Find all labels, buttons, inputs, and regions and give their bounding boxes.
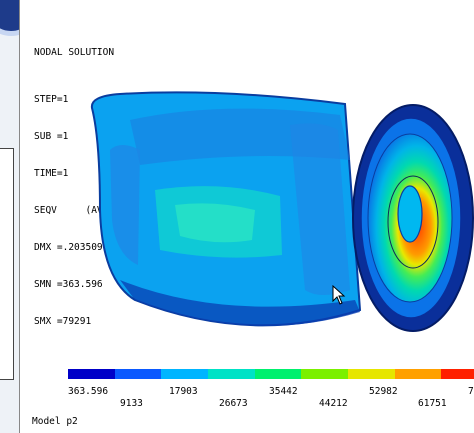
result-line-smx: SMX =79291 xyxy=(34,315,92,327)
legend-label-6: 52982 xyxy=(369,386,398,397)
legend-swatch-2 xyxy=(161,369,209,379)
left-side-panel xyxy=(0,148,14,380)
right-seam-shading xyxy=(290,123,350,295)
legend-label-3: 26673 xyxy=(219,398,248,409)
graphics-viewport[interactable]: NODAL SOLUTION STEP=1 SUB =1 TIME=1 SEQV… xyxy=(19,0,474,433)
stress-contour-model xyxy=(90,91,474,332)
legend-swatch-5 xyxy=(301,369,349,379)
result-line-dmx: DMX =.203509 xyxy=(34,242,103,254)
legend-label-7: 61751 xyxy=(418,398,447,409)
legend-label-5: 44212 xyxy=(319,398,348,409)
left-end-shading xyxy=(110,145,140,265)
legend-label-0: 363.596 xyxy=(68,386,109,397)
result-line-time: TIME=1 xyxy=(34,168,69,180)
legend-swatch-7 xyxy=(394,369,442,379)
legend-swatch-3 xyxy=(208,369,255,379)
legend-swatch-0 xyxy=(68,369,115,379)
bore-hole xyxy=(397,185,423,243)
legend-label-2: 17903 xyxy=(169,386,198,397)
result-line-step: STEP=1 xyxy=(34,94,69,106)
model-name: Model p2 xyxy=(32,416,78,427)
result-line-smn: SMN =363.596 xyxy=(34,278,103,290)
result-line-sub: SUB =1 xyxy=(34,131,69,143)
legend-swatch-6 xyxy=(348,369,395,379)
result-title: NODAL SOLUTION xyxy=(34,46,115,58)
end-bore-edge xyxy=(387,175,439,269)
center-teal-patch xyxy=(175,203,255,243)
legend-label-1: 9133 xyxy=(120,398,143,409)
legend-swatch-4 xyxy=(254,369,302,379)
legend-swatch-8 xyxy=(441,369,474,379)
color-legend-bar xyxy=(68,369,474,379)
mouse-cursor-icon xyxy=(332,285,346,305)
bottom-band-shading xyxy=(120,280,360,326)
legend-label-4: 35442 xyxy=(269,386,298,397)
legend-label-8: 7 xyxy=(468,386,474,397)
legend-swatch-1 xyxy=(114,369,162,379)
